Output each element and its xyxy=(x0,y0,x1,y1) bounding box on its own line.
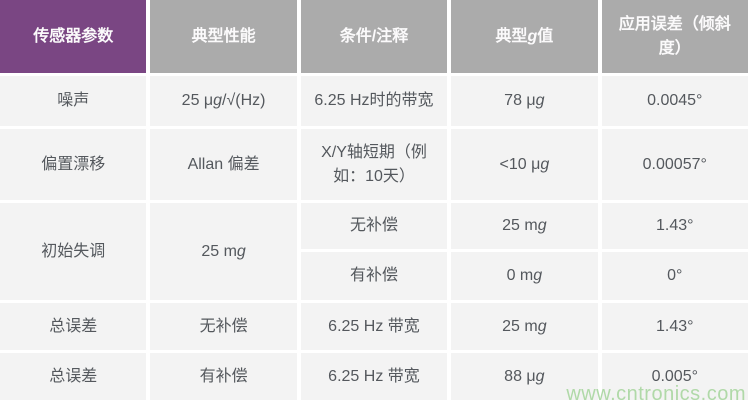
cell-error: 0.0045° xyxy=(601,76,748,126)
cell-text: 25 μ xyxy=(181,92,214,109)
italic-g-symbol: g xyxy=(535,367,545,385)
cell-text: 88 μ xyxy=(504,367,536,385)
italic-g-symbol: g xyxy=(527,27,538,45)
table-row-total-error-compensated: 总误差 有补偿 6.25 Hz 带宽 88 μg 0.005° xyxy=(0,353,748,400)
table-row-noise: 噪声 25 μg/√(Hz) 6.25 Hz时的带宽 78 μg 0.0045° xyxy=(0,76,748,126)
cell-error: 1.43° xyxy=(601,303,748,350)
cell-text: 有补偿 xyxy=(349,267,398,284)
cell-text: 0.0045° xyxy=(647,92,703,109)
cell-text: 25 m xyxy=(502,317,538,335)
table-header-row: 传感器参数 典型性能 条件/注释 典型g值 应用误差（倾斜度） xyxy=(0,0,748,73)
header-label: 传感器参数 xyxy=(33,27,114,45)
cell-condition: X/Y轴短期（例如：10天） xyxy=(300,129,448,200)
cell-performance: 有补偿 xyxy=(150,353,297,400)
table-row-bias-drift: 偏置漂移 Allan 偏差 X/Y轴短期（例如：10天） <10 μg 0.00… xyxy=(0,129,748,200)
cell-text: 0.005° xyxy=(651,367,698,385)
cell-g-value: 88 μg xyxy=(451,353,598,400)
cell-text: 总误差 xyxy=(49,367,98,385)
cell-text: 0° xyxy=(667,267,683,284)
header-conditions-notes: 条件/注释 xyxy=(300,0,448,73)
cell-text: 6.25 Hz 带宽 xyxy=(328,367,420,385)
cell-text: 6.25 Hz 带宽 xyxy=(328,317,420,335)
cell-text: <10 μ xyxy=(499,155,541,173)
cell-condition: 无补偿 xyxy=(300,203,448,249)
cell-text: /√(Hz) xyxy=(222,92,266,109)
cell-performance: 25 μg/√(Hz) xyxy=(150,76,297,126)
cell-text: 25 m xyxy=(502,217,538,234)
cell-condition: 6.25 Hz时的带宽 xyxy=(300,76,448,126)
header-label: 典型性能 xyxy=(191,27,256,45)
cell-condition: 有补偿 xyxy=(300,252,448,300)
italic-g-symbol: g xyxy=(537,317,547,335)
cell-text: 总误差 xyxy=(49,317,98,335)
header-sensor-parameter: 传感器参数 xyxy=(0,0,147,73)
cell-g-value: 78 μg xyxy=(451,76,598,126)
cell-text: 无补偿 xyxy=(199,317,248,335)
cell-parameter: 总误差 xyxy=(0,353,147,400)
cell-text: Allan 偏差 xyxy=(187,155,260,173)
cell-text: 1.43° xyxy=(656,317,694,335)
cell-error: 0.005° xyxy=(601,353,748,400)
cell-error: 0.00057° xyxy=(601,129,748,200)
table-row-initial-offset-uncompensated: 初始失调 25 mg 无补偿 25 mg 1.43° xyxy=(0,203,748,300)
sensor-spec-table: 传感器参数 典型性能 条件/注释 典型g值 应用误差（倾斜度） 噪声 25 μg… xyxy=(0,0,748,400)
cell-text: 1.43° xyxy=(656,217,694,234)
cell-text: 噪声 xyxy=(57,92,90,109)
header-application-error: 应用误差（倾斜度） xyxy=(601,0,748,73)
header-typical-performance: 典型性能 xyxy=(150,0,297,73)
cell-text: X/Y轴短期（例如：10天） xyxy=(321,143,427,185)
cell-condition: 6.25 Hz 带宽 xyxy=(300,353,448,400)
header-label: 值 xyxy=(537,27,554,45)
cell-error: 0° xyxy=(601,252,748,300)
cell-text: 6.25 Hz时的带宽 xyxy=(314,92,434,109)
cell-parameter: 偏置漂移 xyxy=(0,129,147,200)
header-label: 典型 xyxy=(495,27,528,45)
cell-text: 初始失调 xyxy=(41,242,106,260)
cell-performance: Allan 偏差 xyxy=(150,129,297,200)
cell-text: 偏置漂移 xyxy=(41,155,106,173)
cell-g-value: 25 mg xyxy=(451,303,598,350)
cell-text: 25 m xyxy=(201,242,237,260)
cell-text: 78 μ xyxy=(504,92,536,109)
italic-g-symbol: g xyxy=(533,267,543,284)
cell-performance: 无补偿 xyxy=(150,303,297,350)
italic-g-symbol: g xyxy=(535,92,545,109)
cell-condition: 6.25 Hz 带宽 xyxy=(300,303,448,350)
italic-g-symbol: g xyxy=(213,92,223,109)
cell-performance: 25 mg xyxy=(150,203,297,300)
cell-text: 0 m xyxy=(506,267,534,284)
header-typical-g-value: 典型g值 xyxy=(451,0,598,73)
cell-g-value: 0 mg xyxy=(451,252,598,300)
cell-text: 0.00057° xyxy=(642,155,707,173)
table-row-total-error-uncompensated: 总误差 无补偿 6.25 Hz 带宽 25 mg 1.43° xyxy=(0,303,748,350)
cell-parameter: 初始失调 xyxy=(0,203,147,300)
cell-g-value: 25 mg xyxy=(451,203,598,249)
cell-text: 有补偿 xyxy=(199,367,248,385)
cell-text: 无补偿 xyxy=(349,217,398,234)
cell-parameter: 噪声 xyxy=(0,76,147,126)
italic-g-symbol: g xyxy=(236,242,246,260)
italic-g-symbol: g xyxy=(540,155,550,173)
italic-g-symbol: g xyxy=(537,217,547,234)
cell-g-value: <10 μg xyxy=(451,129,598,200)
cell-parameter: 总误差 xyxy=(0,303,147,350)
table-row-initial-offset-compensated: 有补偿 0 mg 0° xyxy=(0,252,748,300)
cell-error: 1.43° xyxy=(601,203,748,249)
header-label: 应用误差（倾斜度） xyxy=(618,15,731,57)
header-label: 条件/注释 xyxy=(339,27,409,45)
